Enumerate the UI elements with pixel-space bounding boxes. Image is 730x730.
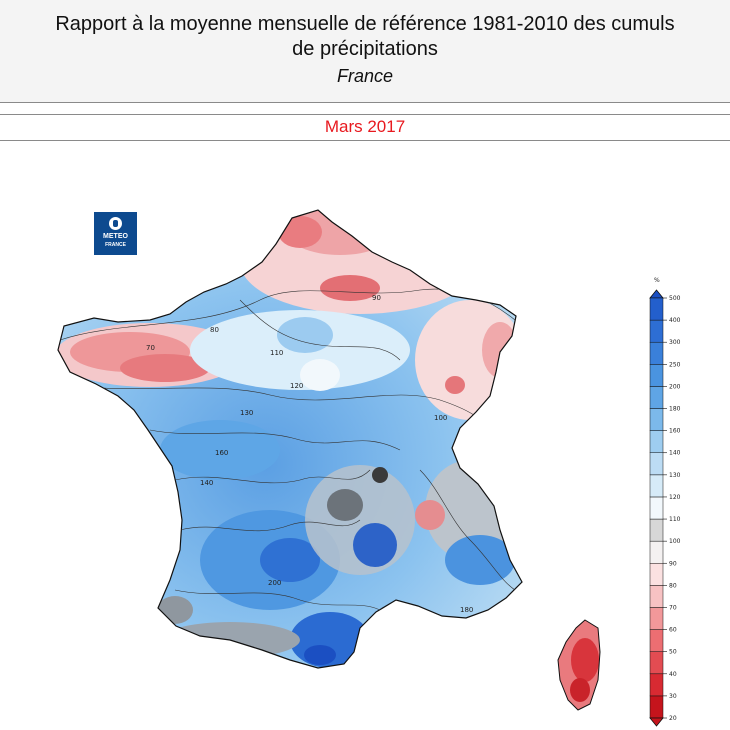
legend-tick-label: 60 bbox=[669, 627, 677, 634]
legend-swatch bbox=[649, 297, 664, 321]
contour-label: 200 bbox=[268, 579, 281, 587]
legend-tick-label: 300 bbox=[669, 339, 681, 346]
legend-swatch bbox=[649, 673, 664, 697]
title-line-1: Rapport à la moyenne mensuelle de référe… bbox=[55, 13, 675, 35]
legend-unit: % bbox=[654, 277, 660, 284]
legend-tick-label: 110 bbox=[669, 516, 681, 523]
corsica bbox=[557, 619, 601, 711]
page-subtitle: France bbox=[336, 66, 394, 86]
period-label: Mars 2017 bbox=[324, 117, 406, 136]
legend-tick-label: 100 bbox=[669, 538, 681, 545]
legend-swatch bbox=[649, 341, 664, 365]
legend-arrow-top bbox=[649, 289, 664, 299]
logo-line-2: FRANCE bbox=[105, 242, 126, 248]
contour-label: 100 bbox=[434, 414, 447, 422]
legend-tick-label: 120 bbox=[669, 494, 681, 501]
contour-label: 80 bbox=[210, 326, 219, 334]
legend-swatch bbox=[649, 695, 664, 719]
legend-swatch bbox=[649, 540, 664, 564]
logo-line-1: METEO bbox=[103, 233, 128, 240]
legend-tick-label: 70 bbox=[669, 604, 677, 611]
legend-swatch bbox=[649, 607, 664, 630]
legend-tick-label: 50 bbox=[669, 649, 677, 656]
legend-swatch bbox=[649, 408, 664, 431]
legend-swatch bbox=[649, 319, 664, 343]
contour-label: 70 bbox=[146, 344, 155, 352]
legend-swatch bbox=[649, 629, 664, 652]
legend-swatch bbox=[649, 496, 664, 520]
legend-tick-label: 30 bbox=[669, 693, 677, 700]
legend-swatch bbox=[649, 518, 664, 542]
legend-tick-label: 40 bbox=[669, 671, 677, 678]
divider-bottom bbox=[0, 140, 730, 141]
meteo-logo-icon bbox=[109, 217, 122, 230]
contour-label: 160 bbox=[215, 449, 228, 457]
page-title: Rapport à la moyenne mensuelle de référe… bbox=[0, 12, 730, 62]
legend-tick-label: 140 bbox=[669, 450, 681, 457]
contour-label-group: 70 80 90 100 110 120 130 140 160 180 200 bbox=[146, 294, 473, 614]
legend-swatch bbox=[649, 430, 664, 453]
legend-tick-label: 250 bbox=[669, 361, 681, 368]
legend-swatch bbox=[649, 585, 664, 608]
precipitation-map: 70 80 90 100 110 120 130 140 160 180 200… bbox=[57, 209, 681, 727]
title-line-2: de précipitations bbox=[292, 38, 438, 60]
legend-tick-label: 20 bbox=[669, 715, 677, 722]
legend-tick-label: 90 bbox=[669, 560, 677, 567]
divider-top bbox=[0, 114, 730, 115]
legend-swatch bbox=[649, 563, 664, 586]
meteo-france-logo: METEO FRANCE bbox=[94, 212, 137, 255]
legend-swatch bbox=[649, 364, 664, 387]
contour-label: 110 bbox=[270, 349, 283, 357]
legend-tick-label: 130 bbox=[669, 472, 681, 479]
legend-tick-label: 200 bbox=[669, 383, 681, 390]
legend-tick-label: 400 bbox=[669, 317, 681, 324]
contour-lines bbox=[59, 288, 516, 611]
contour-label: 180 bbox=[460, 606, 473, 614]
legend-swatch bbox=[649, 452, 664, 476]
legend-swatch bbox=[649, 474, 664, 498]
legend-tick-label: 180 bbox=[669, 406, 681, 413]
contour-label: 140 bbox=[200, 479, 213, 487]
contour-label: 90 bbox=[372, 294, 381, 302]
legend-colorbar: % 20 30 40 50 60 70 80 90 100 110 120 130 140 160 180 2… bbox=[649, 277, 681, 727]
legend-swatch bbox=[649, 651, 664, 675]
legend-tick-label: 500 bbox=[669, 295, 681, 302]
page-header: Rapport à la moyenne mensuelle de référe… bbox=[0, 0, 730, 103]
contour-label: 130 bbox=[240, 409, 253, 417]
legend-tick-label: 160 bbox=[669, 428, 681, 435]
legend-tick-label: 80 bbox=[669, 582, 677, 589]
legend-swatch bbox=[649, 386, 664, 409]
legend-arrow-bottom bbox=[649, 717, 664, 727]
contour-label: 120 bbox=[290, 382, 303, 390]
